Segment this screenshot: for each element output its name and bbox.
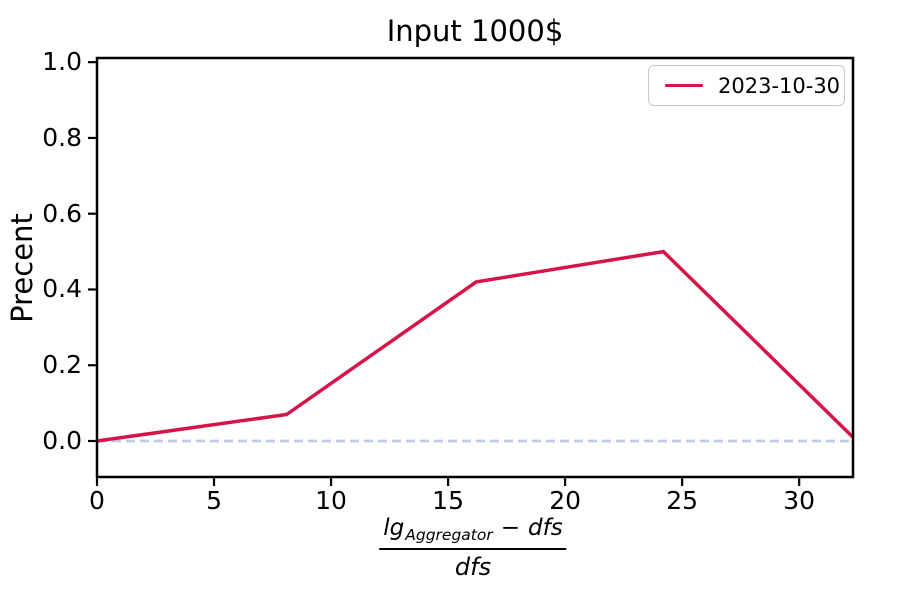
plot-spines (95, 56, 855, 479)
y-tick-label: 0.8 (42, 122, 82, 152)
x-axis-label: lgAggregator − dfs dfs (379, 514, 567, 583)
x-tick-label: 10 (315, 486, 347, 515)
x-tick-label: 25 (666, 486, 699, 515)
x-label-denominator: dfs (454, 553, 492, 582)
legend: 2023-10-30 (648, 65, 845, 106)
x-tick-label: 30 (783, 486, 816, 515)
y-tick-label: 0.0 (42, 426, 82, 455)
x-tick-label: 5 (206, 486, 222, 515)
y-tick-label: 1.0 (42, 47, 82, 77)
legend-line-swatch (665, 83, 703, 88)
y-tick-label: 0.6 (42, 198, 82, 228)
x-tick-label: 20 (549, 486, 582, 515)
series-line (96, 249, 855, 443)
x-label-num-base: lg (383, 515, 405, 541)
x-tick-label: 0 (89, 486, 105, 515)
x-tick-label: 15 (432, 486, 464, 515)
y-tick-label: 0.2 (42, 350, 82, 380)
y-axis-label: Precent (5, 213, 39, 323)
x-label-numerator: lgAggregator − dfs (379, 514, 567, 551)
chart-title: Input 1000$ (386, 14, 564, 48)
x-label-num-subscript: Aggregator (405, 526, 493, 544)
y-tick-label: 0.4 (42, 274, 82, 304)
x-label-num-term: dfs (528, 515, 563, 541)
minus-sign: − (500, 515, 521, 541)
legend-label: 2023-10-30 (718, 73, 841, 98)
